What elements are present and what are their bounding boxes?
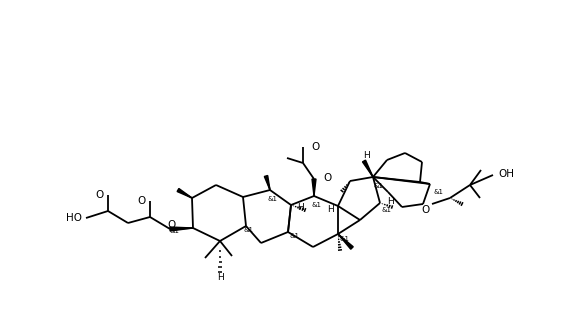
Polygon shape [338, 234, 353, 249]
Polygon shape [312, 179, 316, 196]
Text: &1: &1 [434, 189, 444, 195]
Text: OH: OH [498, 169, 514, 179]
Text: O: O [137, 196, 145, 206]
Polygon shape [363, 160, 373, 177]
Polygon shape [170, 227, 193, 231]
Text: H: H [327, 204, 333, 214]
Text: H: H [217, 273, 223, 283]
Text: H: H [386, 198, 393, 207]
Text: O: O [422, 205, 430, 215]
Text: O: O [168, 220, 176, 230]
Text: &1: &1 [373, 183, 383, 189]
Text: H: H [298, 203, 304, 212]
Text: HO: HO [66, 213, 82, 223]
Text: &1: &1 [170, 228, 180, 234]
Text: O: O [311, 142, 319, 152]
Text: &1: &1 [311, 202, 321, 208]
Text: &1: &1 [339, 236, 349, 242]
Text: O: O [323, 173, 331, 183]
Polygon shape [264, 176, 270, 190]
Text: &1: &1 [267, 196, 277, 202]
Text: H: H [363, 150, 369, 160]
Text: &1: &1 [381, 207, 391, 213]
Polygon shape [177, 188, 192, 198]
Text: &1: &1 [289, 233, 299, 239]
Text: O: O [95, 190, 103, 200]
Text: &1: &1 [244, 227, 254, 233]
